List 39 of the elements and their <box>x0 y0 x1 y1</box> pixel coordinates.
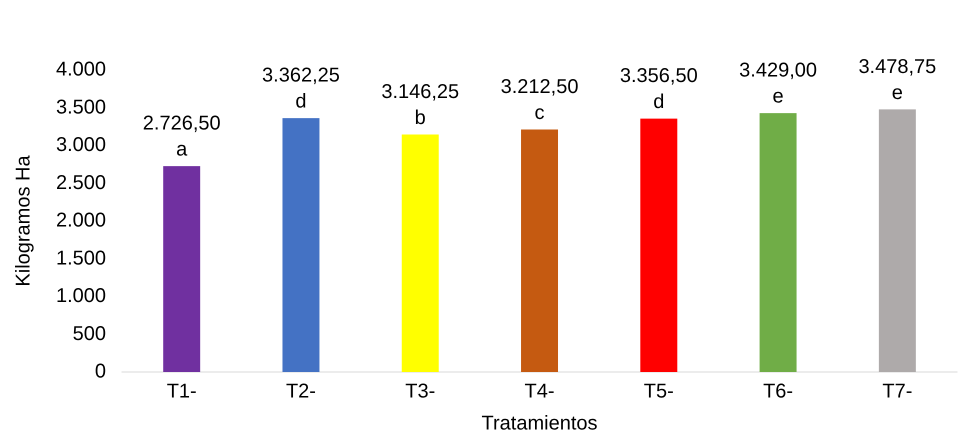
data-label: 2.726,50 <box>142 112 221 135</box>
x-tick-label: T6- <box>763 380 794 403</box>
annotation: e <box>772 86 784 108</box>
y-axis-title: Kilogramos Ha <box>12 154 35 287</box>
x-tick-label: T3- <box>405 380 436 403</box>
annotation: d <box>653 91 664 114</box>
annotation: e <box>892 82 903 104</box>
data-label: 3.356,50 <box>620 65 698 88</box>
y-tick-label: 2.000 <box>56 210 106 232</box>
data-label: 3.212,50 <box>500 76 578 98</box>
bar <box>163 166 200 372</box>
x-tick-label: T4- <box>524 380 555 403</box>
data-label: 3.362,25 <box>262 64 340 87</box>
data-label: 3.478,75 <box>858 56 936 78</box>
x-tick-label: T7- <box>882 380 912 403</box>
x-tick-label: T2- <box>286 380 316 403</box>
x-tick-label: T5- <box>644 380 674 403</box>
annotation: a <box>176 138 188 161</box>
x-axis-title: Tratamientos <box>482 412 598 435</box>
bar <box>282 118 320 372</box>
y-tick-label: 0 <box>94 360 106 383</box>
data-label: 3.146,25 <box>381 80 460 103</box>
y-tick-label: 1.000 <box>56 285 106 308</box>
y-tick-label: 2.500 <box>56 172 106 194</box>
data-label: 3.429,00 <box>739 60 818 82</box>
bar <box>760 113 797 372</box>
bar <box>521 129 558 372</box>
annotation: c <box>534 102 545 124</box>
y-tick-label: 500 <box>72 322 106 345</box>
bar <box>878 109 916 372</box>
annotation: d <box>295 90 307 113</box>
y-tick-label: 3.500 <box>56 96 106 118</box>
x-tick-label: T1- <box>166 380 197 403</box>
y-tick-label: 3.000 <box>56 134 106 156</box>
bar <box>640 118 678 372</box>
y-tick-label: 4.000 <box>56 58 106 81</box>
annotation: b <box>414 106 426 129</box>
y-tick-label: 1.500 <box>56 247 106 270</box>
bar <box>402 134 439 372</box>
